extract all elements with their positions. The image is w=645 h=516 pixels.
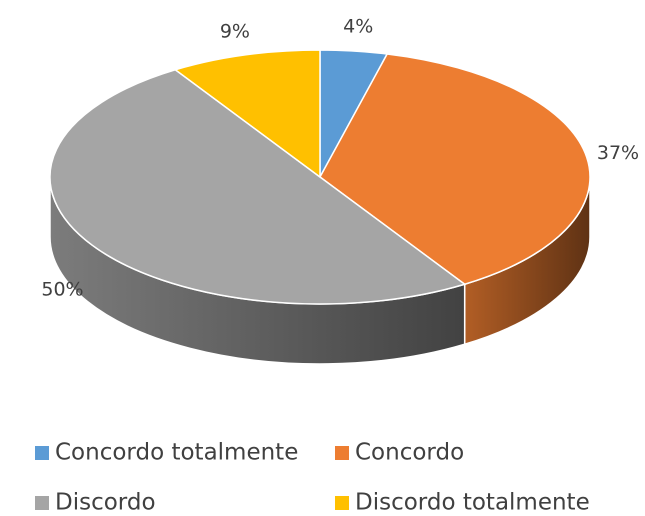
legend-label: Concordo — [355, 440, 464, 466]
legend-label: Discordo — [55, 490, 156, 516]
legend-swatch — [335, 496, 349, 510]
data-label: 9% — [220, 20, 250, 42]
data-label: 37% — [597, 142, 639, 164]
legend-label: Discordo totalmente — [355, 490, 590, 516]
pie-slice — [173, 49, 321, 179]
legend-swatch — [35, 446, 49, 460]
legend-label: Concordo totalmente — [55, 440, 298, 466]
legend-swatch — [335, 446, 349, 460]
data-label: 50% — [41, 279, 83, 301]
data-label: 4% — [343, 16, 373, 38]
pie-slice — [49, 68, 467, 305]
legend-swatch — [35, 496, 49, 510]
